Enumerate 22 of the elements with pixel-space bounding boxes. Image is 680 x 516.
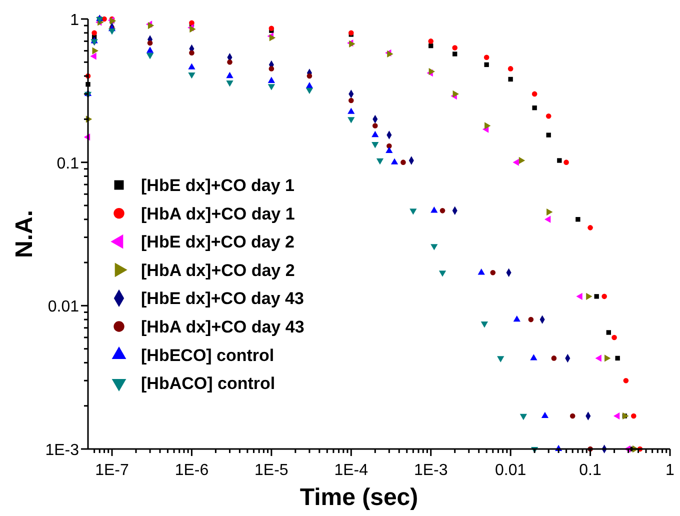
legend-label: [HbA dx]+CO day 43 [141, 318, 304, 336]
x-tick-label: 0.1 [579, 462, 602, 479]
y-tick-label: 1E-3 [45, 442, 80, 459]
x-tick-label: 1E-4 [334, 462, 368, 479]
x-tick-label: 1E-3 [414, 462, 448, 479]
legend-label: [HbA dx]+CO day 2 [141, 260, 295, 280]
legend-label: [HbECO] control [141, 346, 274, 365]
x-axis-title: Time (sec) [300, 484, 418, 511]
legend-label: [HbE dx]+CO day 2 [141, 232, 295, 252]
x-tick-label: 1E-5 [254, 462, 288, 479]
y-axis-title: N.A. [11, 210, 38, 258]
y-tick-label: 0.1 [56, 155, 80, 172]
x-tick-label: 1E-6 [174, 462, 209, 479]
y-tick-label: 0.01 [48, 298, 80, 316]
legend-label: [HbA dx]+CO day 1 [141, 204, 295, 224]
x-tick-label: 1 [666, 462, 675, 479]
legend-label: [HbE dx]+CO day 1 [141, 176, 295, 195]
x-tick-label: 0.01 [495, 462, 526, 479]
y-tick-label: 1 [70, 12, 80, 29]
legend-label: [HbACO] control [141, 374, 276, 394]
legend-label: [HbE dx]+CO day 43 [141, 289, 304, 308]
x-tick-label: 1E-7 [95, 462, 129, 479]
